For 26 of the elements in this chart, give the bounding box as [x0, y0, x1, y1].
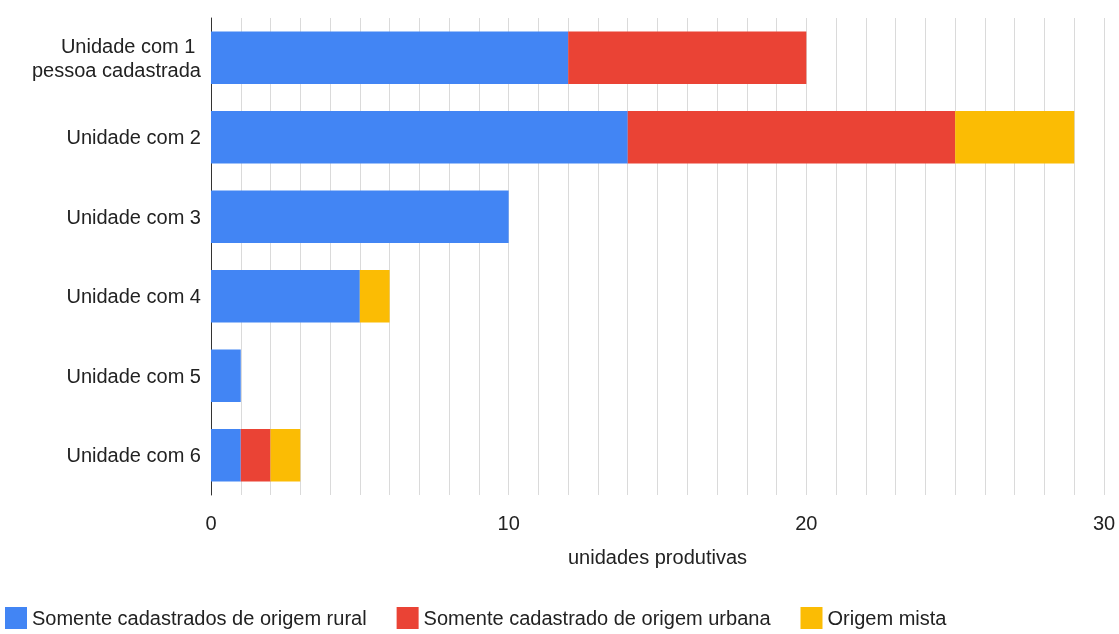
y-tick-label: Unidade com 4 — [66, 285, 201, 308]
x-tick-label: 20 — [795, 512, 818, 534]
bar — [568, 31, 807, 84]
bar — [211, 111, 628, 164]
y-tick-label: Unidade com 2 — [66, 126, 201, 149]
bar — [955, 111, 1075, 164]
y-tick-label: Unidade com 3 — [66, 205, 201, 228]
y-tick-label: Unidade com 1 pessoa cadastrada — [31, 34, 202, 81]
bar — [211, 270, 360, 323]
bar — [211, 349, 241, 402]
bar — [359, 270, 390, 323]
bar — [211, 190, 509, 243]
legend-label: Somente cadastrados de origem rural — [32, 607, 367, 629]
bar — [211, 31, 569, 84]
x-tick-label: 30 — [1092, 512, 1116, 534]
x-axis-title: unidades produtivas — [567, 546, 748, 568]
bar — [270, 429, 301, 482]
x-tick-label: 10 — [497, 512, 520, 534]
y-tick-label: Unidade com 5 — [66, 364, 201, 387]
y-tick-label: Unidade com 6 — [66, 444, 201, 467]
bar — [211, 429, 241, 482]
legend-label: Somente cadastrado de origem urbana — [423, 607, 772, 629]
x-tick-label: 0 — [205, 512, 217, 534]
bar — [240, 429, 271, 482]
bar — [627, 111, 956, 164]
legend-label: Origem mista — [827, 607, 948, 629]
